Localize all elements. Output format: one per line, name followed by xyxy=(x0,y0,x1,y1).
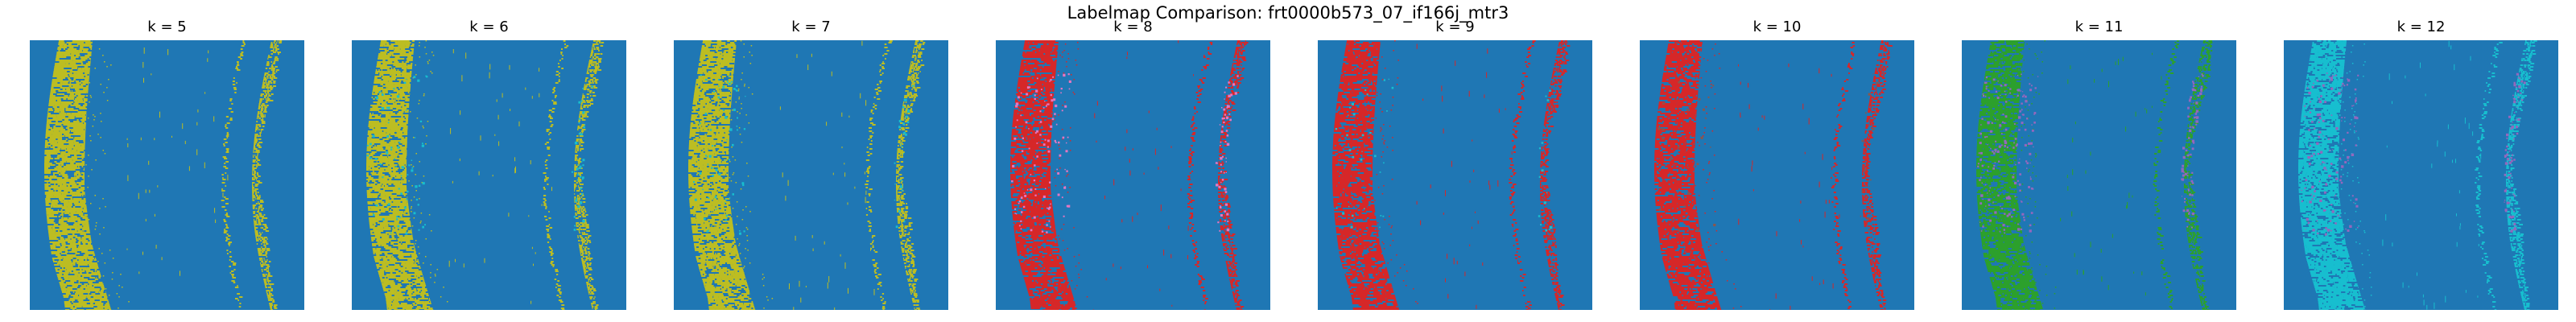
class-region-secondary xyxy=(1977,73,2204,234)
labelmap-panel: k = 8 xyxy=(996,19,1270,310)
labelmap-panel: k = 9 xyxy=(1318,19,1592,310)
labelmap-image xyxy=(352,40,626,310)
figure-title: Labelmap Comparison: frt0000b573_07_if16… xyxy=(1067,3,1509,23)
labelmap-image xyxy=(30,40,304,310)
panel-title: k = 9 xyxy=(1435,19,1475,35)
class-region-primary xyxy=(2298,40,2537,310)
class-region-secondary xyxy=(1011,73,1239,233)
panel-title: k = 8 xyxy=(1113,19,1153,35)
labelmap-image xyxy=(1640,40,1914,310)
labelmap-image xyxy=(996,40,1270,310)
class-region-primary xyxy=(1010,40,1249,310)
labelmap-panel: k = 11 xyxy=(1962,19,2236,310)
class-region-primary xyxy=(1654,40,1893,310)
class-region-primary xyxy=(44,40,283,310)
labelmap-panel: k = 7 xyxy=(674,19,948,310)
panel-title: k = 6 xyxy=(469,19,509,35)
panel-title: k = 7 xyxy=(791,19,831,35)
labelmap-panel: k = 5 xyxy=(30,19,304,310)
labelmap-panel: k = 6 xyxy=(352,19,626,310)
labelmap-panel: k = 10 xyxy=(1640,19,1914,310)
class-region-primary xyxy=(1976,40,2213,310)
labelmap-image xyxy=(1962,40,2236,310)
labelmap-image xyxy=(1318,40,1592,310)
class-region-primary xyxy=(1332,40,1571,310)
panel-title: k = 10 xyxy=(1752,19,1802,35)
class-region-primary xyxy=(688,40,926,310)
labelmap-panel: k = 12 xyxy=(2284,19,2558,310)
labelmap-image xyxy=(674,40,948,310)
panel-title: k = 5 xyxy=(147,19,187,35)
panel-title: k = 12 xyxy=(2396,19,2446,35)
class-region-primary xyxy=(366,40,605,310)
panel-title: k = 11 xyxy=(2074,19,2124,35)
labelmap-image xyxy=(2284,40,2558,310)
